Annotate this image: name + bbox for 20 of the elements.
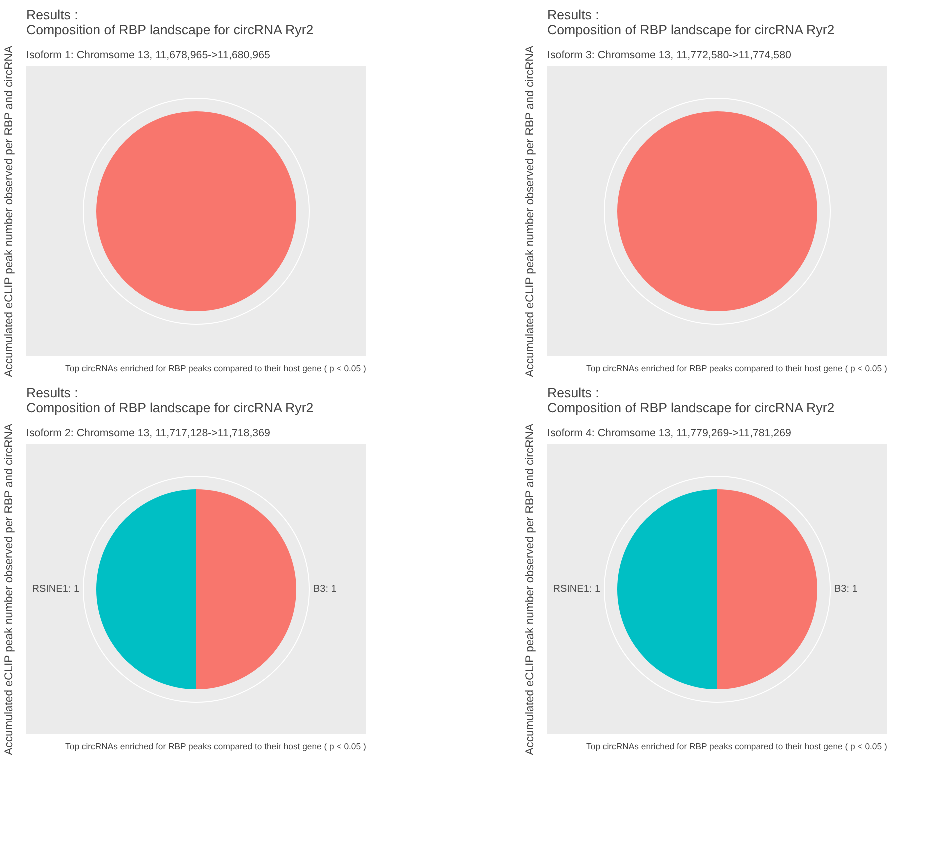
chart-subtitle: Isoform 4: Chromsome 13, 11,779,269->11,781,269 [548, 428, 792, 440]
text: Accumulated eCLIP peak number observed per RBP and circRNA [524, 46, 536, 378]
chart-title: Results : Composition of RBP landscape for circRNA Ryr2 [548, 8, 835, 38]
slice-label: B3: 1 [314, 584, 338, 595]
text: Accumulated eCLIP peak number observed per RBP and circRNA [4, 424, 16, 756]
chart-title: Results : Composition of RBP landscape for circRNA Ryr2 [26, 386, 314, 416]
text: Top circRNAs enriched for RBP peaks compared to their host gene ( p < 0.05 ) [586, 742, 888, 752]
slice-label: RSINE1: 1 [32, 584, 80, 595]
text: Accumulated eCLIP peak number observed per RBP and circRNA [524, 424, 536, 756]
text: Top circRNAs enriched for RBP peaks compared to their host gene ( p < 0.05 ) [66, 742, 366, 752]
chart-title: Results : Composition of RBP landscape for circRNA Ryr2 [548, 386, 835, 416]
chart-subtitle: Isoform 2: Chromsome 13, 11,717,128->11,718,369 [26, 428, 271, 440]
slice-label: B3: 1 [834, 584, 858, 595]
text: Accumulated eCLIP peak number observed per RBP and circRNA [4, 46, 16, 378]
chart-title: Results : Composition of RBP landscape for circRNA Ryr2 [26, 8, 314, 38]
text: Top circRNAs enriched for RBP peaks compared to their host gene ( p < 0.05 ) [66, 364, 366, 374]
slice-label: RSINE1: 1 [553, 584, 601, 595]
text: Top circRNAs enriched for RBP peaks compared to their host gene ( p < 0.05 ) [586, 364, 888, 374]
chart-subtitle: Isoform 1: Chromsome 13, 11,678,965->11,680,965 [26, 50, 271, 62]
chart-subtitle: Isoform 3: Chromsome 13, 11,772,580->11,774,580 [548, 50, 792, 62]
